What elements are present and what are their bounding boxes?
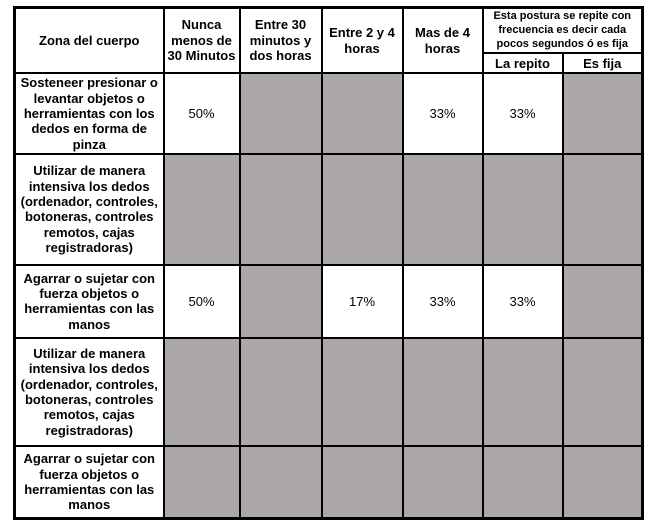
table-row-sostener-pinza: Sosteneer presionar o levantar objetos o… xyxy=(13,72,644,155)
data-cell xyxy=(238,336,323,447)
data-cell xyxy=(401,152,484,266)
table-row-agarrar-fuerza-2: Agarrar o sujetar con fuerza objetos o h… xyxy=(13,444,644,520)
row-label-cell: Agarrar o sujetar con fuerza objetos o h… xyxy=(13,263,165,339)
data-cell xyxy=(481,152,564,266)
data-cell: 33% xyxy=(481,72,564,155)
data-cell xyxy=(561,72,644,155)
data-cell xyxy=(238,263,323,339)
header-mas-de-4h: Mas de 4 horas xyxy=(401,6,484,75)
data-cell xyxy=(162,336,241,447)
header-la-repito: La repito xyxy=(481,52,564,75)
data-cell xyxy=(162,444,241,520)
data-cell xyxy=(481,336,564,447)
header-entre-30min-2h: Entre 30 minutos y dos horas xyxy=(238,6,323,75)
data-cell xyxy=(481,444,564,520)
header-postura-repite-group: Esta postura se repite con frecuencia es… xyxy=(481,6,644,55)
table-row-utilizar-dedos-1: Utilizar de manera intensiva los dedos (… xyxy=(13,152,644,266)
data-cell: 33% xyxy=(401,72,484,155)
data-cell xyxy=(162,152,241,266)
header-row-main: Zona del cuerpo Nunca menos de 30 Minuto… xyxy=(13,6,644,75)
data-cell xyxy=(561,263,644,339)
row-label-cell: Sosteneer presionar o levantar objetos o… xyxy=(13,72,165,155)
data-cell xyxy=(320,336,404,447)
table-row-utilizar-dedos-2: Utilizar de manera intensiva los dedos (… xyxy=(13,336,644,447)
data-cell: 50% xyxy=(162,263,241,339)
data-cell xyxy=(238,152,323,266)
document-page: Zona del cuerpo Nunca menos de 30 Minuto… xyxy=(13,6,644,520)
row-label-cell: Utilizar de manera intensiva los dedos (… xyxy=(13,152,165,266)
posture-frequency-table: Zona del cuerpo Nunca menos de 30 Minuto… xyxy=(13,6,644,520)
header-entre-2-4h: Entre 2 y 4 horas xyxy=(320,6,404,75)
row-label-cell: Utilizar de manera intensiva los dedos (… xyxy=(13,336,165,447)
data-cell xyxy=(238,72,323,155)
data-cell: 33% xyxy=(481,263,564,339)
data-cell xyxy=(401,444,484,520)
header-row-sub: La repito Es fija xyxy=(15,52,644,75)
data-cell xyxy=(320,444,404,520)
data-cell xyxy=(401,336,484,447)
header-zona-del-cuerpo: Zona del cuerpo xyxy=(13,6,165,75)
data-cell xyxy=(561,152,644,266)
table-row-agarrar-fuerza-1: Agarrar o sujetar con fuerza objetos o h… xyxy=(13,263,644,339)
header-es-fija: Es fija xyxy=(561,52,644,75)
header-nunca-menos-30: Nunca menos de 30 Minutos xyxy=(162,6,241,75)
data-cell xyxy=(320,72,404,155)
data-cell: 17% xyxy=(320,263,404,339)
data-cell xyxy=(561,336,644,447)
data-cell: 50% xyxy=(162,72,241,155)
data-cell xyxy=(320,152,404,266)
data-cell xyxy=(238,444,323,520)
data-cell: 33% xyxy=(401,263,484,339)
data-cell xyxy=(561,444,644,520)
row-label-cell: Agarrar o sujetar con fuerza objetos o h… xyxy=(13,444,165,520)
